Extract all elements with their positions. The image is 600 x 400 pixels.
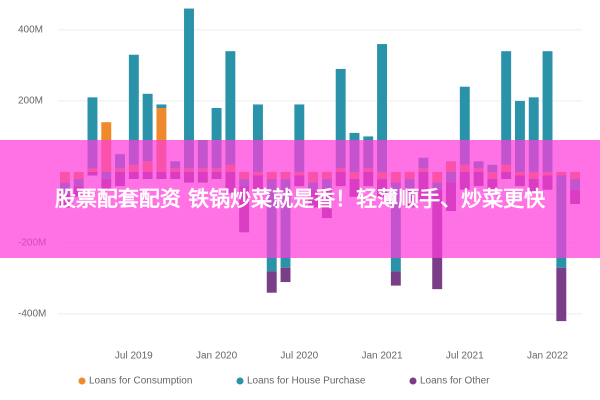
bar-segment <box>377 44 388 172</box>
bar-segment <box>514 100 525 172</box>
legend-marker <box>409 377 417 385</box>
bar-segment <box>542 51 553 172</box>
y-tick-label: -400M <box>18 309 46 320</box>
bar-segment <box>225 51 236 165</box>
x-tick-label: Jul 2021 <box>446 351 484 362</box>
bar-segment <box>266 271 277 293</box>
bar-segment <box>156 104 167 109</box>
y-tick-label: 200M <box>18 96 43 107</box>
bar-segment <box>501 51 512 165</box>
bar-segment <box>87 97 98 169</box>
bar-segment <box>280 267 291 283</box>
bar-segment <box>556 267 567 322</box>
ad-text: 股票配套配资 铁锅炒菜就是香！轻薄顺手、炒菜更快 <box>54 187 546 211</box>
bar-segment <box>528 97 539 172</box>
bar-segment <box>252 104 263 172</box>
legend-label: Loans for House Purchase <box>247 376 366 387</box>
bar-segment <box>390 271 401 286</box>
legend-marker <box>236 377 244 385</box>
x-tick-label: Jan 2022 <box>527 351 569 362</box>
y-tick-label: 400M <box>18 25 43 36</box>
bar-segment <box>156 108 167 172</box>
bar-segment <box>459 86 470 165</box>
bar-segment <box>335 68 346 169</box>
x-tick-label: Jul 2019 <box>115 351 153 362</box>
bar-segment <box>142 93 153 162</box>
bar-segment <box>294 104 305 172</box>
legend-label: Loans for Other <box>420 376 490 387</box>
x-tick-label: Jul 2020 <box>280 351 318 362</box>
bar-segment <box>184 8 194 169</box>
x-tick-label: Jan 2020 <box>196 351 238 362</box>
legend-marker <box>78 377 86 385</box>
bar-segment <box>211 108 222 169</box>
legend-label: Loans for Consumption <box>89 376 192 387</box>
ad-banner: 股票配套配资 铁锅炒菜就是香！轻薄顺手、炒菜更快 <box>0 140 600 258</box>
bar-segment <box>128 54 139 165</box>
x-tick-label: Jan 2021 <box>361 351 403 362</box>
